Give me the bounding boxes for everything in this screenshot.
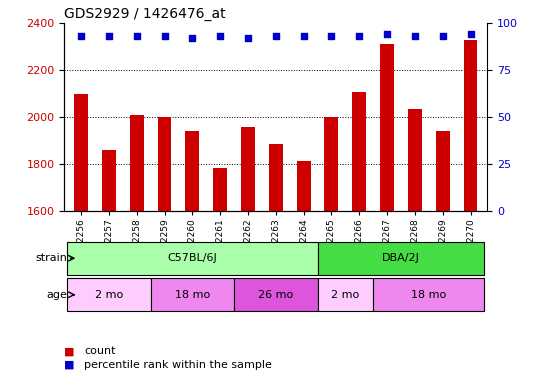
Bar [464, 40, 478, 211]
Point [132, 33, 141, 39]
Bar [234, 278, 318, 311]
Bar [318, 278, 373, 311]
Text: ■: ■ [64, 346, 75, 356]
Bar [380, 44, 394, 211]
Point [382, 31, 391, 37]
Bar [269, 144, 283, 211]
Bar [408, 109, 422, 211]
Text: strain: strain [35, 253, 67, 263]
Bar [67, 278, 151, 311]
Text: ■: ■ [64, 360, 75, 370]
Point [410, 33, 419, 39]
Text: age: age [46, 290, 67, 300]
Point [216, 33, 225, 39]
Text: percentile rank within the sample: percentile rank within the sample [84, 360, 272, 370]
Bar [74, 94, 88, 211]
Bar [318, 242, 484, 275]
Text: 2 mo: 2 mo [95, 290, 123, 300]
Point [188, 35, 197, 41]
Point [327, 33, 336, 39]
Text: GDS2929 / 1426476_at: GDS2929 / 1426476_at [64, 7, 226, 21]
Point [438, 33, 447, 39]
Point [244, 35, 253, 41]
Bar [185, 131, 199, 211]
Bar [297, 161, 311, 211]
Text: count: count [84, 346, 115, 356]
Bar [67, 242, 318, 275]
Bar [213, 168, 227, 211]
Point [299, 33, 308, 39]
Bar [157, 117, 171, 211]
Bar [324, 117, 338, 211]
Point [355, 33, 364, 39]
Bar [241, 127, 255, 211]
Point [466, 31, 475, 37]
Text: 26 mo: 26 mo [258, 290, 293, 300]
Bar [373, 278, 484, 311]
Bar [151, 278, 234, 311]
Text: 18 mo: 18 mo [411, 290, 446, 300]
Point [160, 33, 169, 39]
Point [104, 33, 113, 39]
Point [77, 33, 86, 39]
Bar [130, 115, 144, 211]
Text: C57BL/6J: C57BL/6J [167, 253, 217, 263]
Bar [102, 150, 116, 211]
Point [271, 33, 280, 39]
Bar [436, 131, 450, 211]
Bar [352, 93, 366, 211]
Text: 18 mo: 18 mo [175, 290, 210, 300]
Text: DBA/2J: DBA/2J [382, 253, 420, 263]
Text: 2 mo: 2 mo [331, 290, 360, 300]
